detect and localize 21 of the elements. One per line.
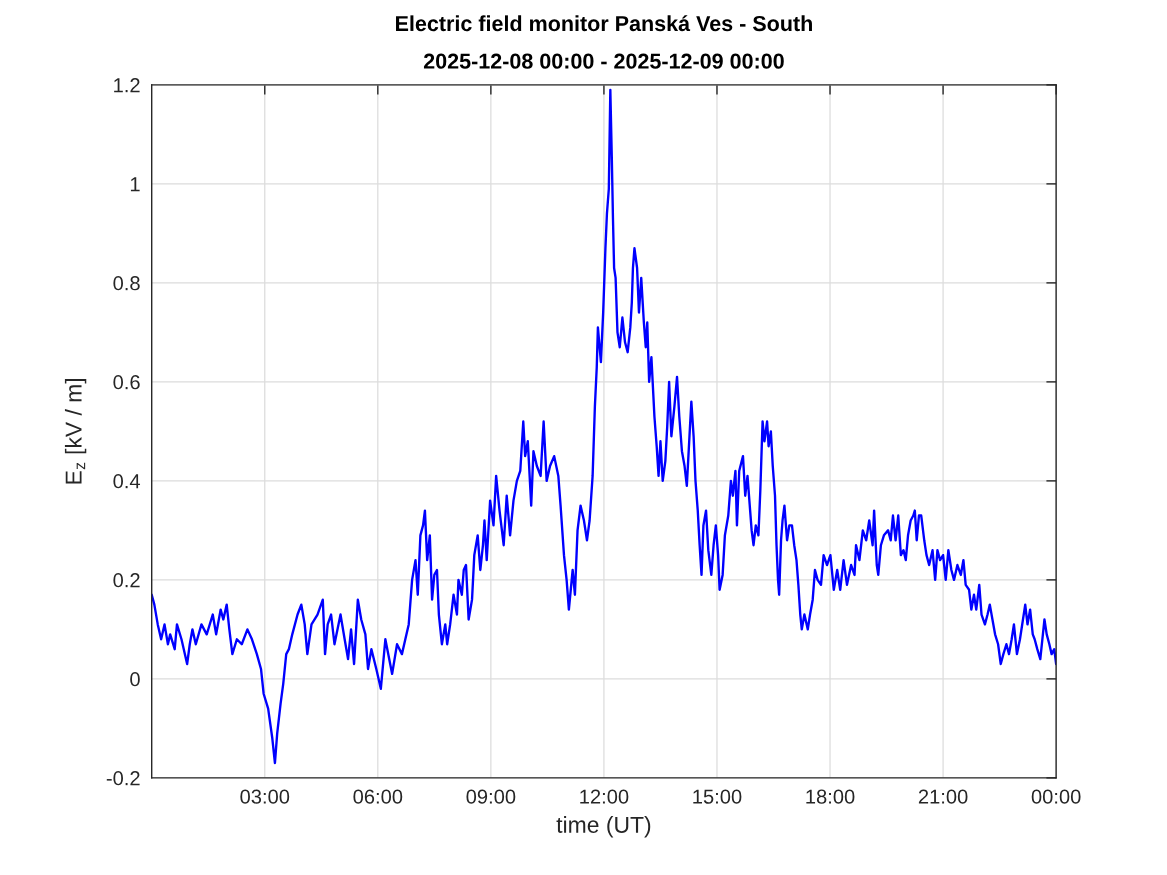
x-tick-label: 00:00 [1031,789,1081,804]
y-tick-label: 0.8 [113,276,140,291]
x-axis-title: time (UT) [556,816,651,838]
x-tick-label: 15:00 [693,789,742,804]
y-tick-label: 1.2 [114,78,140,93]
y-tick-label: 0.2 [113,573,140,588]
y-tick-label: -0.2 [106,771,140,786]
x-tick-label: 12:00 [580,789,629,804]
line-series [151,88,1057,765]
y-tick-label: 0.6 [113,375,140,390]
x-tick-label: 09:00 [466,789,516,804]
x-tick-label: 21:00 [918,789,968,804]
y-tick-label: 0.4 [113,474,141,489]
x-tick-label: 06:00 [353,789,403,804]
x-tick-label: 03:00 [240,789,290,804]
chart-subtitle: 2025-12-08 00:00 - 2025-12-09 00:00 [423,53,784,69]
y-axis-title: E$_{z}$ [kV / m] [64,378,87,484]
y-tick-label: 1 [130,177,140,192]
y-tick-label: 0 [130,672,140,687]
x-tick-label: 18:00 [806,789,855,804]
chart-title: Electric field monitor Panská Ves - South [396,15,812,32]
